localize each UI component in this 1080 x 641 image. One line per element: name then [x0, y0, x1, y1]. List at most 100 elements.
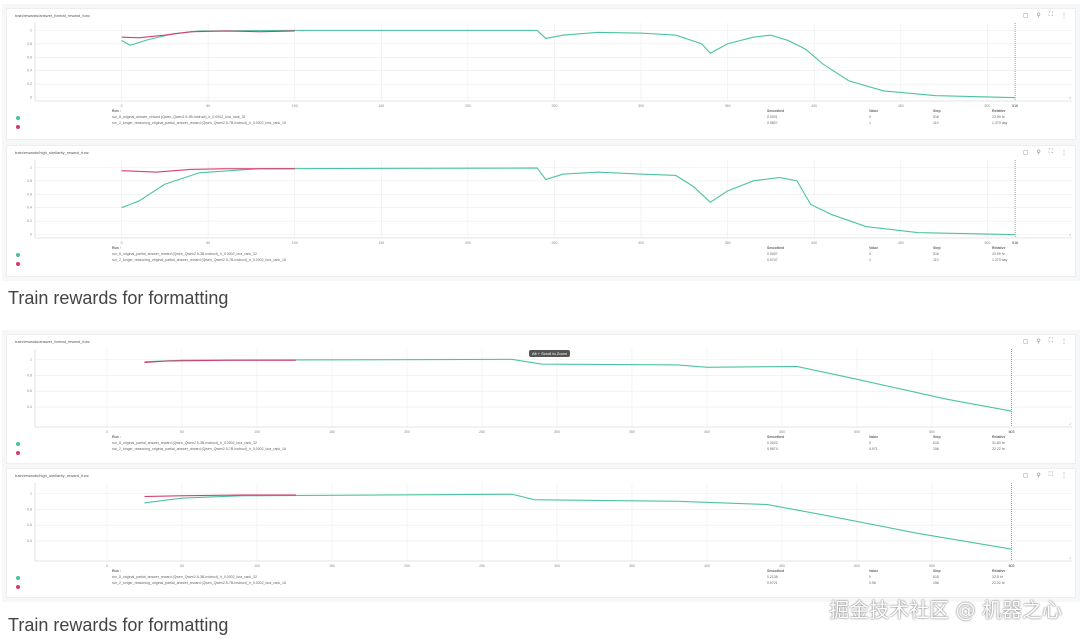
- image-icon[interactable]: ▢: [1022, 13, 1029, 19]
- legend-header-relative: Relative: [992, 435, 1006, 439]
- y-tick-label: 0: [30, 233, 32, 237]
- resize-handle[interactable]: ⌟: [1068, 94, 1071, 100]
- legend-value: 0: [869, 441, 871, 445]
- x-tick-label: 50: [180, 564, 184, 568]
- x-tick-label: 350: [629, 430, 635, 434]
- fullscreen-icon[interactable]: ⛶: [1048, 472, 1053, 478]
- series-color-dot: [16, 442, 20, 446]
- legend-name: run_2_longer_reasoning_original_partial_…: [112, 447, 286, 451]
- x-tick-label: 400: [704, 430, 710, 434]
- y-tick-label: 1: [30, 357, 32, 361]
- legend-name: run_2_longer_reasoning_original_partial_…: [112, 581, 286, 585]
- resize-handle[interactable]: ⌟: [1068, 420, 1071, 426]
- legend-name: run_8_original_partial_answer_reward (Qw…: [112, 252, 257, 256]
- x-tick-label: 350: [725, 241, 731, 245]
- fullscreen-icon[interactable]: ⛶: [1048, 338, 1053, 344]
- step-marker-label: 516: [1012, 241, 1018, 245]
- legend-step: 615: [933, 575, 939, 579]
- x-tick-label: 250: [479, 564, 485, 568]
- image-icon[interactable]: ▢: [1022, 473, 1029, 479]
- x-tick-label: 100: [254, 430, 260, 434]
- more-icon[interactable]: ⋮: [1061, 473, 1067, 479]
- x-tick-label: 400: [704, 564, 710, 568]
- y-tick-label: 0.6: [27, 523, 32, 527]
- pin-icon[interactable]: ⚲: [1036, 13, 1041, 19]
- legend-row[interactable]: run_8_original_answer_reward (Qwen_Qwen2…: [7, 115, 1075, 120]
- y-tick-label: 0.6: [27, 389, 32, 393]
- x-tick-label: 100: [254, 564, 260, 568]
- series-color-dot: [16, 576, 20, 580]
- x-tick-label: 300: [638, 241, 644, 245]
- legend-smoothed: 0.0001: [767, 115, 778, 119]
- series-line-1: [144, 493, 1012, 550]
- x-tick-label: 50: [206, 104, 210, 108]
- y-tick-label: 1: [30, 165, 32, 169]
- pin-icon[interactable]: ⚲: [1036, 150, 1041, 156]
- legend-row[interactable]: run_8_original_partial_answer_reward (Qw…: [7, 575, 1075, 580]
- resize-handle[interactable]: ⌟: [1068, 554, 1071, 560]
- legend-header-step: Step: [933, 246, 941, 250]
- more-icon[interactable]: ⋮: [1061, 339, 1067, 345]
- y-tick-label: 0.4: [27, 206, 32, 210]
- legend-row[interactable]: run_8_original_partial_answer_reward (Qw…: [7, 252, 1075, 257]
- legend-value: 0: [869, 252, 871, 256]
- plot-area[interactable]: 0 0.2 0.4 0.6 0.8 1 0 50 100 150 200 250 300 350 400 45…: [7, 156, 1075, 246]
- series-line-1: [121, 29, 1016, 99]
- x-tick-label: 550: [929, 564, 935, 568]
- legend-row[interactable]: run_2_longer_reasoning_original_partial_…: [7, 258, 1075, 266]
- image-icon[interactable]: ▢: [1022, 339, 1029, 345]
- x-tick-label: 450: [898, 241, 904, 245]
- series-raw-line: [144, 358, 1012, 412]
- y-tick-label: 0.2: [27, 82, 32, 86]
- legend-value: 1: [869, 121, 871, 125]
- plot-area[interactable]: 0.4 0.6 0.8 1 0 50 100 150 200 250 300 350 400 450 500…: [7, 479, 1075, 569]
- legend-smoothed: 0.0007: [767, 252, 778, 256]
- legend-header-run[interactable]: Run ↑: [112, 435, 122, 439]
- legend-header-run[interactable]: Run ↑: [112, 109, 122, 113]
- legend-header-run[interactable]: Run ↑: [112, 569, 122, 573]
- x-tick-label: 200: [465, 241, 471, 245]
- legend-smoothed: 0.2136: [767, 575, 778, 579]
- fullscreen-icon[interactable]: ⛶: [1048, 12, 1053, 18]
- y-tick-label: 0.6: [27, 55, 32, 59]
- legend-header-run[interactable]: Run ↑: [112, 246, 122, 250]
- chart-title: train/rewards/high_similarity_reward_fun…: [15, 150, 89, 155]
- legend-step: 110: [933, 121, 939, 125]
- fullscreen-icon[interactable]: ⛶: [1048, 149, 1053, 155]
- x-tick-label: 500: [854, 430, 860, 434]
- chart-title: train/rewards/high_similarity_reward_fun…: [15, 473, 89, 478]
- legend-row[interactable]: run_8_original_partial_answer_reward (Qw…: [7, 441, 1075, 446]
- legend-header-relative: Relative: [992, 569, 1006, 573]
- legend-header-step: Step: [933, 569, 941, 573]
- legend-header-smoothed: Smoothed: [767, 109, 785, 113]
- legend-step: 516: [933, 252, 939, 256]
- x-tick-label: 250: [479, 430, 485, 434]
- y-tick-label: 1: [30, 28, 32, 32]
- resize-handle[interactable]: ⌟: [1068, 231, 1071, 237]
- pin-icon[interactable]: ⚲: [1036, 339, 1041, 345]
- x-tick-label: 550: [929, 430, 935, 434]
- pin-icon[interactable]: ⚲: [1036, 473, 1041, 479]
- legend-row[interactable]: run_2_longer_reasoning_original_partial_…: [7, 581, 1075, 589]
- plot-area[interactable]: 0 0.2 0.4 0.6 0.8 1 0 50 100 150 200 250 300 350 400 45…: [7, 19, 1075, 109]
- y-tick-label: 0: [30, 96, 32, 100]
- legend-header-smoothed: Smoothed: [767, 435, 785, 439]
- chart-panel-2: train/rewards/high_similarity_reward_fun…: [6, 145, 1076, 277]
- more-icon[interactable]: ⋮: [1061, 13, 1067, 19]
- plot-area[interactable]: 0.4 0.6 0.8 1 0 50 100 150 200 250 300 350 400 450 500…: [7, 345, 1075, 435]
- image-icon[interactable]: ▢: [1022, 150, 1029, 156]
- legend-step: 516: [933, 115, 939, 119]
- legend-step: 156: [933, 581, 939, 585]
- legend-relative: 1.373 day: [992, 258, 1008, 262]
- step-marker-label: 603: [1009, 564, 1015, 568]
- x-tick-label: 300: [554, 564, 560, 568]
- legend-row[interactable]: run_2_longer_reasoning_original_partial_…: [7, 447, 1075, 455]
- section-heading: Train rewards for formatting: [8, 615, 229, 635]
- legend-row[interactable]: run_2_longer_reasoning_original_partial_…: [7, 121, 1075, 129]
- legend-relative: 22.22 hr: [992, 581, 1005, 585]
- chart-title: train/rewards/answer_format_reward_func: [15, 339, 90, 344]
- legend-value: 1: [869, 258, 871, 262]
- more-icon[interactable]: ⋮: [1061, 150, 1067, 156]
- legend-relative: 31.83 hr: [992, 441, 1005, 445]
- y-tick-label: 0.2: [27, 219, 32, 223]
